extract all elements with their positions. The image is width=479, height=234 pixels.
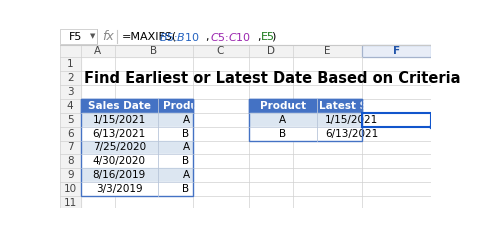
Bar bbox=[249, 99, 362, 140]
Bar bbox=[60, 154, 80, 168]
Bar bbox=[430, 125, 433, 128]
Bar bbox=[80, 168, 193, 182]
Text: 1/15/2021: 1/15/2021 bbox=[325, 115, 378, 125]
Text: $C$5:$C$10: $C$5:$C$10 bbox=[210, 31, 251, 43]
Text: 3: 3 bbox=[67, 87, 73, 97]
Text: 11: 11 bbox=[64, 198, 77, 208]
Bar bbox=[60, 196, 80, 210]
Text: 6/13/2021: 6/13/2021 bbox=[325, 128, 378, 139]
Bar bbox=[80, 127, 193, 140]
Bar bbox=[60, 57, 80, 71]
Bar bbox=[60, 29, 97, 44]
Text: 2: 2 bbox=[67, 73, 73, 83]
Text: B: B bbox=[150, 46, 157, 56]
Text: 3/3/2019: 3/3/2019 bbox=[96, 184, 143, 194]
Bar bbox=[80, 113, 193, 127]
Text: Find Earliest or Latest Date Based on Criteria: Find Earliest or Latest Date Based on Cr… bbox=[84, 71, 460, 86]
Text: 6: 6 bbox=[67, 128, 73, 139]
Text: ,: , bbox=[205, 32, 209, 42]
Bar bbox=[60, 140, 80, 154]
Bar bbox=[80, 154, 193, 168]
Bar bbox=[60, 182, 80, 196]
Bar bbox=[249, 113, 362, 127]
Text: B: B bbox=[182, 156, 190, 166]
Text: Product: Product bbox=[260, 101, 306, 111]
Text: E: E bbox=[324, 46, 331, 56]
Text: A: A bbox=[182, 170, 190, 180]
Bar bbox=[80, 182, 193, 196]
Text: ,: , bbox=[257, 32, 260, 42]
Text: 8: 8 bbox=[67, 156, 73, 166]
Text: E5: E5 bbox=[262, 32, 275, 42]
Bar bbox=[362, 45, 431, 57]
Text: Sales Date: Sales Date bbox=[88, 101, 151, 111]
Text: 1/15/2021: 1/15/2021 bbox=[92, 115, 146, 125]
Text: ): ) bbox=[271, 32, 275, 42]
Bar bbox=[80, 99, 193, 113]
Bar bbox=[60, 127, 80, 140]
Bar bbox=[80, 99, 193, 196]
Text: 7/25/2020: 7/25/2020 bbox=[93, 143, 146, 152]
Bar bbox=[60, 71, 80, 85]
Text: 7: 7 bbox=[67, 143, 73, 152]
Text: fx: fx bbox=[102, 30, 114, 43]
Text: A: A bbox=[182, 143, 190, 152]
Text: ▼: ▼ bbox=[90, 33, 95, 40]
Bar bbox=[60, 113, 80, 127]
Text: 5: 5 bbox=[67, 115, 73, 125]
Text: Latest Sale: Latest Sale bbox=[319, 101, 385, 111]
Text: C: C bbox=[217, 46, 224, 56]
Text: $B$5:$B$10: $B$5:$B$10 bbox=[159, 31, 200, 43]
Text: A: A bbox=[279, 115, 286, 125]
Text: Product: Product bbox=[163, 101, 209, 111]
Bar bbox=[60, 45, 431, 57]
Bar bbox=[249, 99, 362, 113]
Text: 9: 9 bbox=[67, 170, 73, 180]
Bar bbox=[362, 113, 431, 127]
Text: 1: 1 bbox=[67, 59, 73, 69]
Text: 4: 4 bbox=[67, 101, 73, 111]
Text: A: A bbox=[94, 46, 102, 56]
Text: B: B bbox=[279, 128, 286, 139]
Text: 10: 10 bbox=[64, 184, 77, 194]
Text: =MAXIFS(: =MAXIFS( bbox=[122, 32, 177, 42]
Text: F: F bbox=[393, 46, 400, 56]
Text: 4/30/2020: 4/30/2020 bbox=[93, 156, 146, 166]
Text: 8/16/2019: 8/16/2019 bbox=[92, 170, 146, 180]
Bar bbox=[80, 140, 193, 154]
Bar bbox=[249, 127, 362, 140]
Text: D: D bbox=[267, 46, 275, 56]
Text: F5: F5 bbox=[69, 32, 82, 42]
Text: B: B bbox=[182, 184, 190, 194]
Text: A: A bbox=[182, 115, 190, 125]
Bar bbox=[60, 28, 431, 45]
Bar bbox=[60, 85, 80, 99]
Bar bbox=[60, 99, 80, 113]
Text: B: B bbox=[182, 128, 190, 139]
Bar bbox=[60, 168, 80, 182]
Text: 6/13/2021: 6/13/2021 bbox=[92, 128, 146, 139]
